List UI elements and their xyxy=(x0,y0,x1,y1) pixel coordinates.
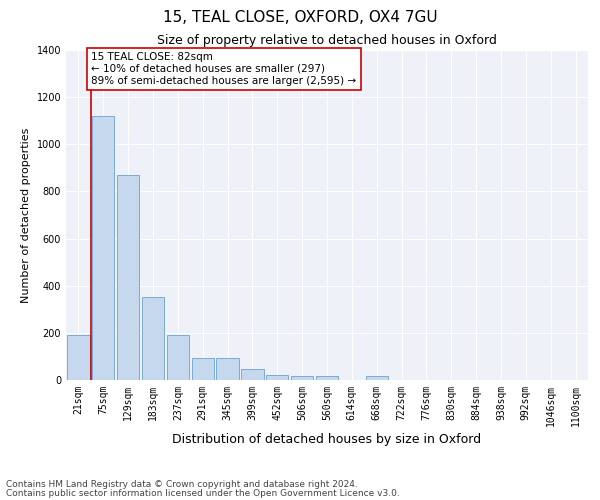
Bar xyxy=(316,376,338,380)
Bar xyxy=(92,116,115,380)
Text: 15, TEAL CLOSE, OXFORD, OX4 7GU: 15, TEAL CLOSE, OXFORD, OX4 7GU xyxy=(163,10,437,25)
Bar xyxy=(291,376,313,380)
Text: Contains public sector information licensed under the Open Government Licence v3: Contains public sector information licen… xyxy=(6,488,400,498)
Bar xyxy=(241,369,263,380)
Bar xyxy=(117,175,139,380)
Bar xyxy=(266,376,289,380)
Y-axis label: Number of detached properties: Number of detached properties xyxy=(21,128,31,302)
Bar xyxy=(191,358,214,380)
Bar xyxy=(167,335,189,380)
Title: Size of property relative to detached houses in Oxford: Size of property relative to detached ho… xyxy=(157,34,497,48)
X-axis label: Distribution of detached houses by size in Oxford: Distribution of detached houses by size … xyxy=(172,433,482,446)
Text: Contains HM Land Registry data © Crown copyright and database right 2024.: Contains HM Land Registry data © Crown c… xyxy=(6,480,358,489)
Bar xyxy=(217,358,239,380)
Text: 15 TEAL CLOSE: 82sqm
← 10% of detached houses are smaller (297)
89% of semi-deta: 15 TEAL CLOSE: 82sqm ← 10% of detached h… xyxy=(91,52,356,86)
Bar xyxy=(142,297,164,380)
Bar xyxy=(365,376,388,380)
Bar xyxy=(67,334,89,380)
